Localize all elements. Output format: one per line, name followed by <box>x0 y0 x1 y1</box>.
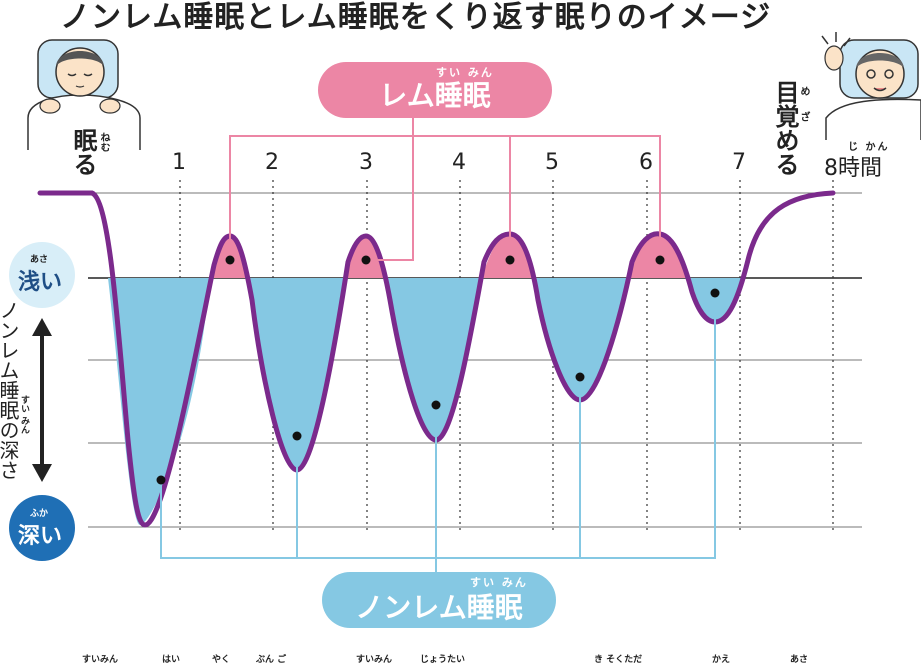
nrem-connectors <box>160 293 716 572</box>
depth-arrow-icon <box>32 318 52 482</box>
sleep-curve <box>37 190 836 528</box>
deep-circle <box>9 495 75 561</box>
hour-label-6: 6 <box>639 150 653 175</box>
hour-label-7: 7 <box>732 150 746 175</box>
nrem-sleep-label: すい みん ノンレム睡眠 <box>322 572 556 628</box>
bottom-ruby-1: すいみん <box>82 655 119 665</box>
bottom-ruby-9: あさ <box>790 655 809 665</box>
rem-sleep-label: すい みん レム睡眠 <box>318 62 552 118</box>
hour-end-ruby: じ かん <box>848 142 890 153</box>
nrem-fill <box>108 278 741 525</box>
sleeping-person-icon <box>27 39 141 150</box>
deep-label: 深い <box>18 524 63 549</box>
shallow-label: 浅い <box>18 270 63 295</box>
depth-axis-ruby: すい みん <box>19 395 29 435</box>
hour-end-number: 8 <box>824 156 838 181</box>
hour-label-8: 8時間 <box>824 150 882 182</box>
bottom-ruby-5: すいみん <box>356 655 393 665</box>
rem-connectors <box>229 118 661 261</box>
bottom-ruby-6: じょうたい <box>420 655 466 665</box>
hour-label-3: 3 <box>359 150 373 175</box>
wake-up-label: 目覚める <box>771 80 799 176</box>
bottom-ruby-7: き そくただ <box>594 655 643 665</box>
bottom-ruby-8: かえ <box>712 655 731 665</box>
sleep-start-label: 眠る <box>69 128 97 176</box>
bottom-ruby-4: ぶん ご <box>256 655 287 665</box>
shallow-ruby: あさ <box>30 255 49 265</box>
sleep-start-ruby: ねむ <box>98 132 109 152</box>
nrem-sleep-text: ノンレム睡眠 <box>355 591 523 624</box>
rem-sleep-ruby: すい みん <box>436 66 494 79</box>
hour-label-4: 4 <box>452 150 466 175</box>
hour-label-2: 2 <box>265 150 279 175</box>
bottom-ruby-2: はい <box>162 655 181 665</box>
rem-sleep-text: レム睡眠 <box>379 79 491 112</box>
marker-dots <box>156 255 720 485</box>
deep-ruby: ふか <box>30 509 49 519</box>
shallow-circle <box>9 242 75 308</box>
hour-label-5: 5 <box>545 150 559 175</box>
wake-up-ruby: め ざ <box>798 86 809 128</box>
depth-axis-label: ノンレム睡眠の深さ <box>0 300 20 480</box>
bottom-ruby-3: やく <box>212 655 231 665</box>
diagram-title: ノンレム睡眠とレム睡眠をくり返す眠りのイメージ <box>60 0 772 35</box>
nrem-sleep-ruby: すい みん <box>470 576 528 589</box>
rem-fill <box>210 233 688 278</box>
hour-end-unit: 時間 <box>838 156 883 181</box>
hour-label-1: 1 <box>172 150 186 175</box>
waking-person-icon <box>821 32 921 140</box>
